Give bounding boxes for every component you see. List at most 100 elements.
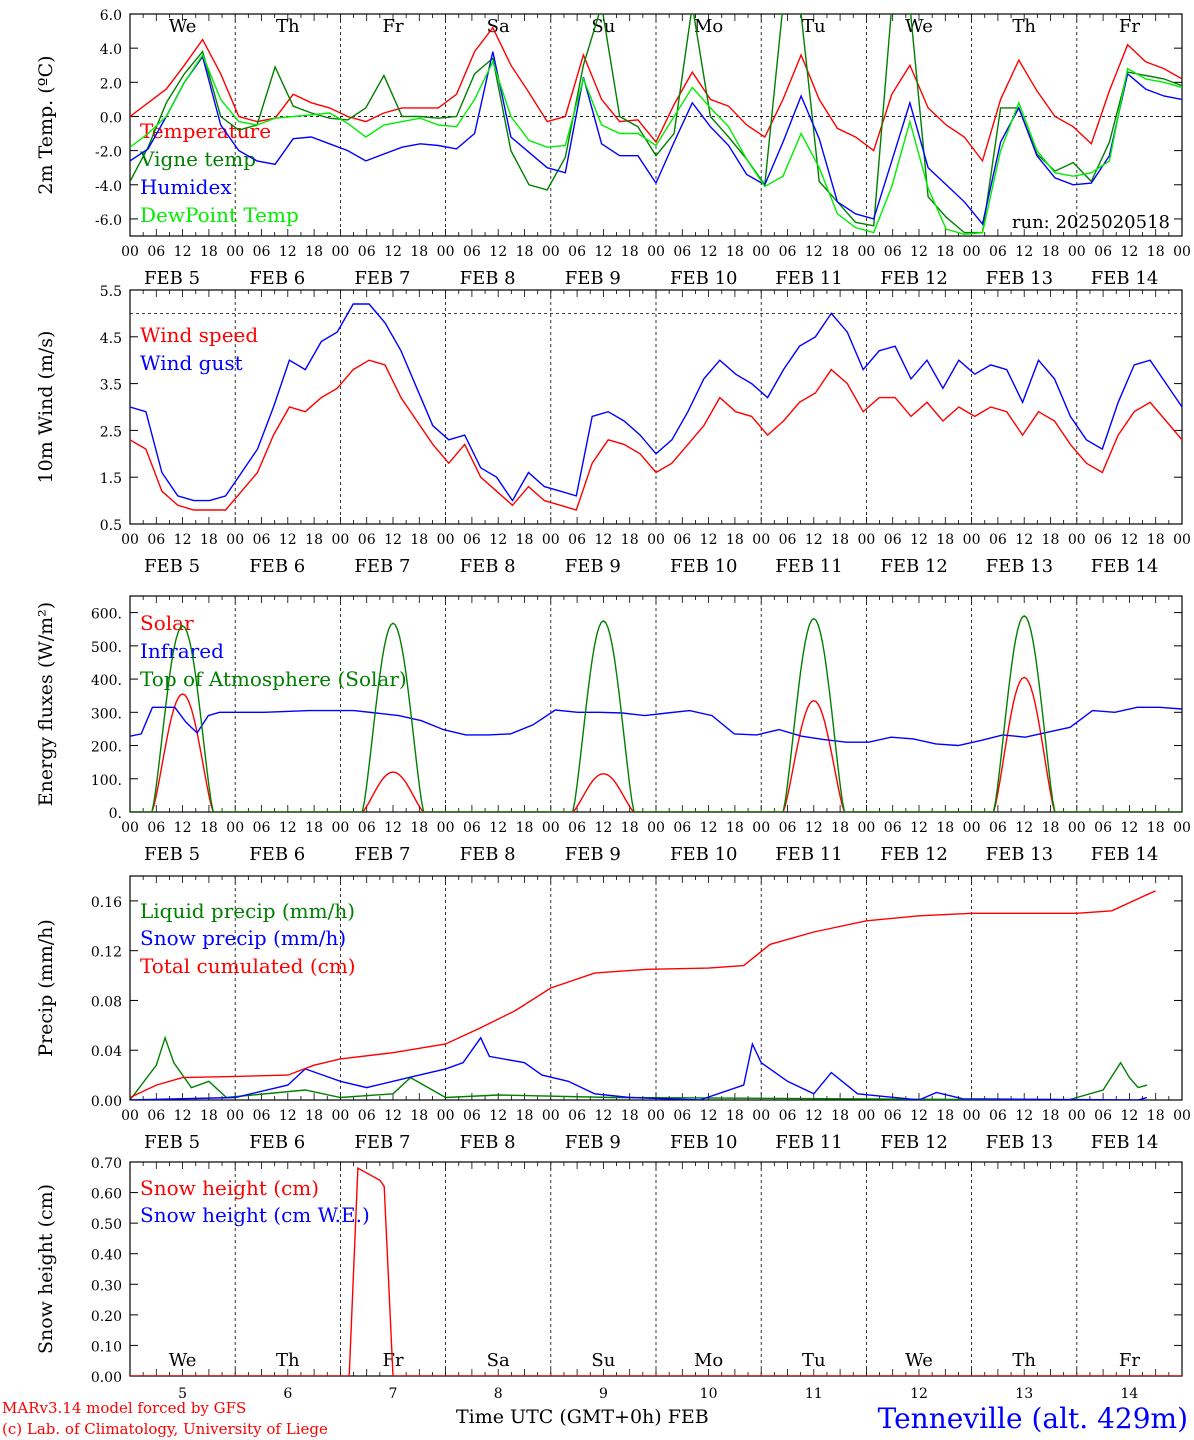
x-hour-label: 00 [331, 532, 349, 548]
weekday-label: Tu [802, 1350, 826, 1371]
x-hour-label: 00 [542, 820, 560, 836]
x-hour-label: 12 [1120, 820, 1138, 836]
y-tick-label: 0.30 [91, 1278, 122, 1294]
panel-precip: 0.16 0.12 0.08 0.04 0.00 Precip (mm/h) 00 06 12 1… [35, 875, 1191, 1153]
x-hour-label: 00 [857, 244, 875, 260]
x-date-label: FEB 9 [565, 844, 621, 865]
x-hour-label: 12 [594, 820, 612, 836]
x-hour-label: 12 [594, 532, 612, 548]
legend-entry: Snow height (cm) [140, 1176, 319, 1200]
x-hour-label: 18 [1042, 1108, 1060, 1124]
x-hour-label: 18 [516, 244, 534, 260]
lab-credit: (c) Lab. of Climatology, University of L… [2, 1420, 328, 1438]
x-hour-label: 00 [752, 820, 770, 836]
x-date-label: FEB 11 [775, 1132, 842, 1153]
x-hour-label: 18 [831, 820, 849, 836]
x-hour-label: 18 [410, 820, 428, 836]
x-hour-label: 12 [384, 532, 402, 548]
x-hour-label: 12 [279, 1108, 297, 1124]
series-line-red [130, 26, 1182, 163]
y-tick-label: 0.0 [100, 110, 122, 126]
x-hour-label: 00 [226, 532, 244, 548]
panel-snow: 0.70 0.60 0.50 0.40 0.30 0.20 0.10 0.00 Snow hei… [35, 1156, 1183, 1402]
series-line-lightgreen [130, 53, 1182, 236]
x-hour-label: 18 [831, 244, 849, 260]
legend-entry: DewPoint Temp [140, 203, 299, 227]
x-hour-label: 06 [147, 820, 165, 836]
x-hour-label: 18 [936, 1108, 954, 1124]
x-date-label: FEB 10 [670, 556, 737, 577]
x-hour-label: 12 [384, 820, 402, 836]
x-hour-label: 06 [1094, 1108, 1112, 1124]
x-hour-label: 00 [647, 244, 665, 260]
weekday-label: Fr [1119, 1350, 1140, 1371]
x-hour-label: 06 [779, 244, 797, 260]
x-hour-label: 18 [200, 532, 218, 548]
series-line-blue [130, 706, 1182, 747]
x-hour-label: 06 [463, 820, 481, 836]
x-hour-label: 00 [857, 1108, 875, 1124]
x-hour-label: 06 [463, 244, 481, 260]
x-day-number: 9 [599, 1386, 608, 1402]
x-day-number: 10 [700, 1386, 718, 1402]
x-hour-label: 12 [279, 820, 297, 836]
x-date-label: FEB 10 [670, 844, 737, 865]
x-hour-label: 18 [516, 1108, 534, 1124]
x-hour-label: 06 [673, 1108, 691, 1124]
x-day-number: 7 [389, 1386, 398, 1402]
x-hour-label: 00 [331, 244, 349, 260]
x-hour-label: 00 [331, 820, 349, 836]
x-hour-label: 12 [489, 1108, 507, 1124]
weekday-label: Fr [382, 1350, 403, 1371]
y-tick-label: -2.0 [95, 145, 122, 161]
weekday-label: Th [1012, 16, 1036, 37]
x-hour-label: 00 [647, 1108, 665, 1124]
legend-entry: Snow precip (mm/h) [140, 926, 346, 950]
x-hour-label: 12 [174, 244, 192, 260]
y-tick-label: 0.04 [91, 1044, 122, 1060]
x-hour-label: 18 [621, 1108, 639, 1124]
x-hour-label: 06 [673, 820, 691, 836]
x-hour-label: 18 [410, 532, 428, 548]
weekday-label: Fr [1119, 16, 1140, 37]
x-hour-label: 12 [489, 532, 507, 548]
x-hour-label: 12 [279, 532, 297, 548]
x-day-number: 13 [1015, 1386, 1033, 1402]
x-hour-label: 18 [200, 244, 218, 260]
x-hour-label: 06 [1094, 820, 1112, 836]
x-hour-label: 12 [910, 532, 928, 548]
legend-entry: Solar [140, 611, 194, 635]
x-hour-label: 12 [1120, 1108, 1138, 1124]
y-axis-title: Energy fluxes (W/m²) [35, 602, 57, 806]
x-date-label: FEB 10 [670, 1132, 737, 1153]
x-hour-label: 06 [463, 1108, 481, 1124]
x-hour-label: 06 [1094, 244, 1112, 260]
x-hour-label: 06 [463, 532, 481, 548]
x-hour-label: 12 [1120, 244, 1138, 260]
x-date-label: FEB 14 [1091, 556, 1158, 577]
x-hour-label: 12 [1015, 244, 1033, 260]
x-hour-label: 12 [910, 1108, 928, 1124]
x-hour-label: 06 [989, 820, 1007, 836]
x-hour-label: 12 [594, 244, 612, 260]
x-hour-label: 18 [410, 244, 428, 260]
x-hour-label: 12 [910, 820, 928, 836]
x-day-number: 6 [283, 1386, 292, 1402]
x-date-label: FEB 11 [775, 556, 842, 577]
x-hour-label: 06 [147, 244, 165, 260]
x-date-label: FEB 13 [986, 844, 1053, 865]
x-hour-label: 18 [516, 820, 534, 836]
x-hour-label: 00 [437, 820, 455, 836]
x-date-label: FEB 12 [880, 268, 947, 289]
y-tick-label: 3.5 [100, 378, 122, 394]
series-line-red [130, 359, 1182, 511]
x-day-number: 11 [805, 1386, 823, 1402]
x-hour-label: 12 [805, 1108, 823, 1124]
x-hour-label: 18 [516, 532, 534, 548]
x-hour-label: 00 [1068, 820, 1086, 836]
y-tick-label: 300. [91, 706, 122, 722]
x-hour-label: 06 [253, 244, 271, 260]
x-date-label: FEB 8 [460, 844, 516, 865]
x-hour-label: 12 [594, 1108, 612, 1124]
x-hour-label: 12 [700, 820, 718, 836]
